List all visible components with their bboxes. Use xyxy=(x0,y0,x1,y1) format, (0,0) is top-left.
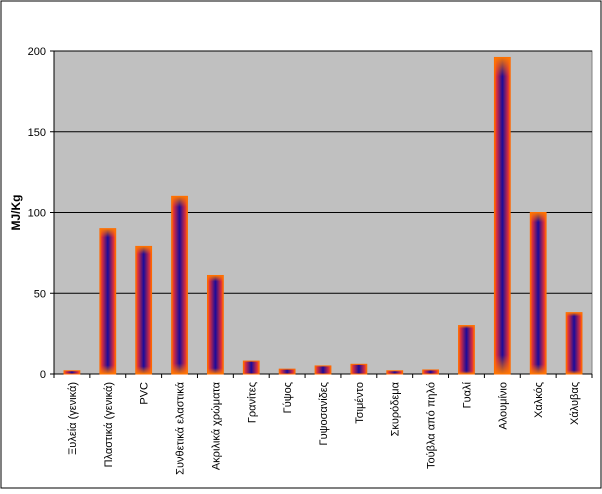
bar xyxy=(422,369,439,375)
y-tick-label: 200 xyxy=(28,46,46,58)
bar-glow xyxy=(135,246,152,374)
bar xyxy=(565,312,583,375)
bar-glow xyxy=(530,212,547,374)
x-tick-label: Γυαλί xyxy=(461,381,473,408)
x-tick-label: Χάλυβας xyxy=(569,382,581,425)
y-tick-label: 0 xyxy=(40,369,46,381)
bar xyxy=(99,228,117,375)
bar xyxy=(493,56,511,375)
x-tick-label: Αλουμίνιο xyxy=(497,382,509,430)
y-tick-label: 150 xyxy=(28,127,46,139)
bar xyxy=(171,195,188,375)
bars xyxy=(63,56,583,375)
bar-glow xyxy=(171,196,188,374)
x-tick-label: Συνθετικά ελαστικά xyxy=(175,381,187,474)
y-tick-label: 100 xyxy=(28,208,46,220)
bar xyxy=(350,363,368,375)
bar-glow xyxy=(422,369,439,374)
y-tick-label: 50 xyxy=(34,288,46,300)
bar xyxy=(458,325,475,375)
bar xyxy=(386,370,404,375)
bar-glow xyxy=(494,57,511,375)
x-tick-label: Ξυλεία (γενικά) xyxy=(67,382,79,455)
bar-glow xyxy=(243,361,260,374)
x-tick-label: Γυψοσανίδες xyxy=(318,382,330,445)
bar-glow xyxy=(279,369,296,374)
bar-glow xyxy=(458,325,475,374)
x-tick-label: Χαλκός xyxy=(533,382,545,418)
bar-glow xyxy=(315,365,331,374)
x-tick-label: Τούβλα από πηλό xyxy=(426,382,438,469)
x-tick-label: Πλαστικά (γενικά) xyxy=(103,382,115,467)
bar-glow xyxy=(99,228,116,374)
bar xyxy=(278,368,296,375)
bar-glow xyxy=(207,275,224,374)
x-tick-label: Ακριλικά χρώματα xyxy=(210,381,222,470)
x-tick-label: PVC xyxy=(139,382,151,405)
bar-glow xyxy=(386,370,403,374)
bar xyxy=(63,370,81,375)
x-tick-label: Τσιμέντο xyxy=(354,382,366,424)
bar-glow xyxy=(64,370,80,374)
bar-glow xyxy=(350,364,367,374)
x-tick-label: Γύψος xyxy=(282,382,294,413)
x-tick-label: Σκυρόδεμα xyxy=(390,381,402,436)
x-tick-label: Γρανίτες xyxy=(246,382,258,423)
bar xyxy=(314,365,332,375)
bar xyxy=(242,360,260,375)
bar xyxy=(135,245,153,375)
x-axis-ticks: Ξυλεία (γενικά) Πλαστικά (γενικά) PVC Συνθε… xyxy=(53,374,593,475)
bar xyxy=(529,212,547,375)
y-axis-label: MJ/Kg xyxy=(9,195,23,231)
bar-glow xyxy=(566,312,582,374)
bar xyxy=(207,274,224,375)
